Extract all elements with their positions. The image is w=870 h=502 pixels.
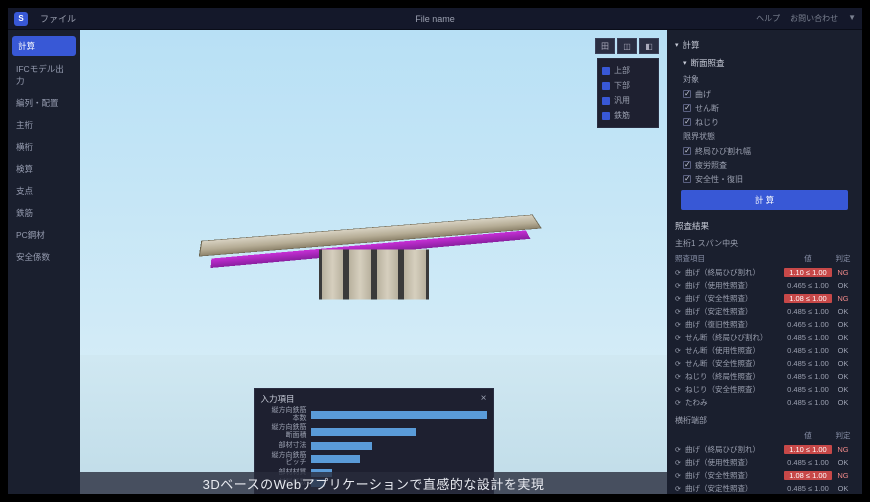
result-row[interactable]: ⟳曲げ（使用性照査）0.485 ≤ 1.00OK (671, 456, 858, 469)
check-chk2-2[interactable]: 安全性・復旧 (671, 172, 858, 186)
result-row[interactable]: ⟳曲げ（使用性照査）0.465 ≤ 1.00OK (671, 279, 858, 292)
sidebar-item-8[interactable]: PC鋼材 (8, 224, 80, 246)
result-row[interactable]: ⟳たわみ0.485 ≤ 1.00OK (671, 396, 858, 409)
filename: File name (415, 14, 455, 24)
layer-check-icon (602, 112, 610, 120)
layer-row-1[interactable]: 下部 (602, 78, 654, 93)
result-row[interactable]: ⟳曲げ（復旧性照査）0.465 ≤ 1.00OK (671, 318, 858, 331)
result-icon: ⟳ (675, 334, 685, 342)
bridge-model[interactable] (204, 202, 544, 312)
app-screen: S ファイル File name ヘルプ お問い合わせ ▼ 計算IFCモデル出力… (8, 8, 862, 494)
result-row[interactable]: ⟳ねじり（終局性照査）0.485 ≤ 1.00OK (671, 370, 858, 383)
layer-panel: 上部下部汎用鉄筋 (597, 58, 659, 128)
sidebar-item-1[interactable]: IFCモデル出力 (8, 58, 80, 92)
rp-section-calc[interactable]: ▾計算 (671, 36, 858, 54)
result-row[interactable]: ⟳曲げ（終局ひび割れ）1.10 ≤ 1.00NG (671, 443, 858, 456)
topbar-help[interactable]: ヘルプ (756, 13, 780, 24)
result-icon: ⟳ (675, 321, 685, 329)
result-icon: ⟳ (675, 472, 685, 480)
rp-group-limit: 限界状態 (671, 129, 858, 144)
check-chk1-0[interactable]: 曲げ (671, 87, 858, 101)
result-icon: ⟳ (675, 269, 685, 277)
result-icon: ⟳ (675, 347, 685, 355)
bar-row-1: 縦方向鉄筋断面積 (261, 424, 487, 439)
sidebar-item-0[interactable]: 計算 (12, 36, 76, 56)
checkbox-icon (683, 118, 691, 126)
viewport-3d[interactable]: 田◫◧ 上部下部汎用鉄筋 入力項目 × 縦方向鉄筋本数縦方向鉄筋断面積部材寸法縦… (80, 30, 667, 494)
checkbox-icon (683, 104, 691, 112)
checkbox-icon (683, 175, 691, 183)
right-panel: ▾計算 ▾断面照査 対象 曲げせん断ねじり 限界状態 終局ひび割れ幅疲労照査安全… (667, 30, 862, 494)
rp-group-target: 対象 (671, 72, 858, 87)
sidebar-item-7[interactable]: 鉄筋 (8, 202, 80, 224)
chart-close-icon[interactable]: × (481, 393, 487, 404)
checkbox-icon (683, 90, 691, 98)
rp-section-check[interactable]: ▾断面照査 (671, 54, 858, 72)
result-icon: ⟳ (675, 446, 685, 454)
caption-overlay: 3DベースのWebアプリケーションで直感的な設計を実現 (80, 472, 667, 494)
results-header: 照査項目 値 判定 (671, 251, 858, 266)
view-controls: 田◫◧ (595, 38, 659, 54)
layer-check-icon (602, 67, 610, 75)
result-row[interactable]: ⟳曲げ（安定性照査）0.485 ≤ 1.00OK (671, 482, 858, 494)
main-area: 計算IFCモデル出力編列・配置主桁横桁検算支点鉄筋PC鋼材安全係数 田◫◧ 上部… (8, 30, 862, 494)
layer-row-0[interactable]: 上部 (602, 63, 654, 78)
layer-check-icon (602, 82, 610, 90)
sidebar: 計算IFCモデル出力編列・配置主桁横桁検算支点鉄筋PC鋼材安全係数 (8, 30, 80, 494)
view-control-1[interactable]: ◫ (617, 38, 637, 54)
sidebar-item-5[interactable]: 検算 (8, 158, 80, 180)
result-row[interactable]: ⟳曲げ（終局ひび割れ）1.10 ≤ 1.00NG (671, 266, 858, 279)
result-row[interactable]: ⟳ねじり（安全性照査）0.485 ≤ 1.00OK (671, 383, 858, 396)
result-icon: ⟳ (675, 373, 685, 381)
sidebar-item-4[interactable]: 横桁 (8, 136, 80, 158)
results-subtitle: 主桁1 スパン中央 (671, 236, 858, 251)
view-control-2[interactable]: ◧ (639, 38, 659, 54)
topbar-contact[interactable]: お問い合わせ (790, 13, 838, 24)
bridge-pier (319, 250, 429, 300)
result-row[interactable]: ⟳せん断（安全性照査）0.485 ≤ 1.00OK (671, 357, 858, 370)
topbar-right: ヘルプ お問い合わせ ▼ (756, 13, 856, 24)
chart-title: 入力項目 (261, 393, 295, 405)
results-header-2: 値 判定 (671, 428, 858, 443)
result-icon: ⟳ (675, 459, 685, 467)
layer-row-3[interactable]: 鉄筋 (602, 108, 654, 123)
topbar-user[interactable]: ▼ (848, 13, 856, 24)
checkbox-icon (683, 161, 691, 169)
result-icon: ⟳ (675, 308, 685, 316)
result-icon: ⟳ (675, 386, 685, 394)
results-subtitle-2: 横桁端部 (671, 413, 858, 428)
topbar: S ファイル File name ヘルプ お問い合わせ ▼ (8, 8, 862, 30)
sidebar-item-2[interactable]: 編列・配置 (8, 92, 80, 114)
layer-row-2[interactable]: 汎用 (602, 93, 654, 108)
result-row[interactable]: ⟳曲げ（安全性照査）1.08 ≤ 1.00NG (671, 469, 858, 482)
check-chk1-1[interactable]: せん断 (671, 101, 858, 115)
results-title: 照査結果 (671, 216, 858, 236)
calculate-button[interactable]: 計 算 (681, 190, 848, 210)
sidebar-item-9[interactable]: 安全係数 (8, 246, 80, 268)
bar-row-2: 部材寸法 (261, 442, 487, 450)
check-chk2-0[interactable]: 終局ひび割れ幅 (671, 144, 858, 158)
bar-row-0: 縦方向鉄筋本数 (261, 407, 487, 422)
result-icon: ⟳ (675, 399, 685, 407)
result-icon: ⟳ (675, 282, 685, 290)
bar-row-3: 縦方向鉄筋ピッチ (261, 452, 487, 467)
result-icon: ⟳ (675, 360, 685, 368)
result-icon: ⟳ (675, 485, 685, 493)
check-chk1-2[interactable]: ねじり (671, 115, 858, 129)
result-row[interactable]: ⟳曲げ（安定性照査）0.485 ≤ 1.00OK (671, 305, 858, 318)
checkbox-icon (683, 147, 691, 155)
sidebar-item-3[interactable]: 主桁 (8, 114, 80, 136)
view-control-0[interactable]: 田 (595, 38, 615, 54)
result-row[interactable]: ⟳せん断（使用性照査）0.485 ≤ 1.00OK (671, 344, 858, 357)
app-logo[interactable]: S (14, 12, 28, 26)
result-icon: ⟳ (675, 295, 685, 303)
sidebar-item-6[interactable]: 支点 (8, 180, 80, 202)
check-chk2-1[interactable]: 疲労照査 (671, 158, 858, 172)
menu-file[interactable]: ファイル (40, 12, 76, 25)
result-row[interactable]: ⟳せん断（終局ひび割れ）0.485 ≤ 1.00OK (671, 331, 858, 344)
result-row[interactable]: ⟳曲げ（安全性照査）1.08 ≤ 1.00NG (671, 292, 858, 305)
layer-check-icon (602, 97, 610, 105)
